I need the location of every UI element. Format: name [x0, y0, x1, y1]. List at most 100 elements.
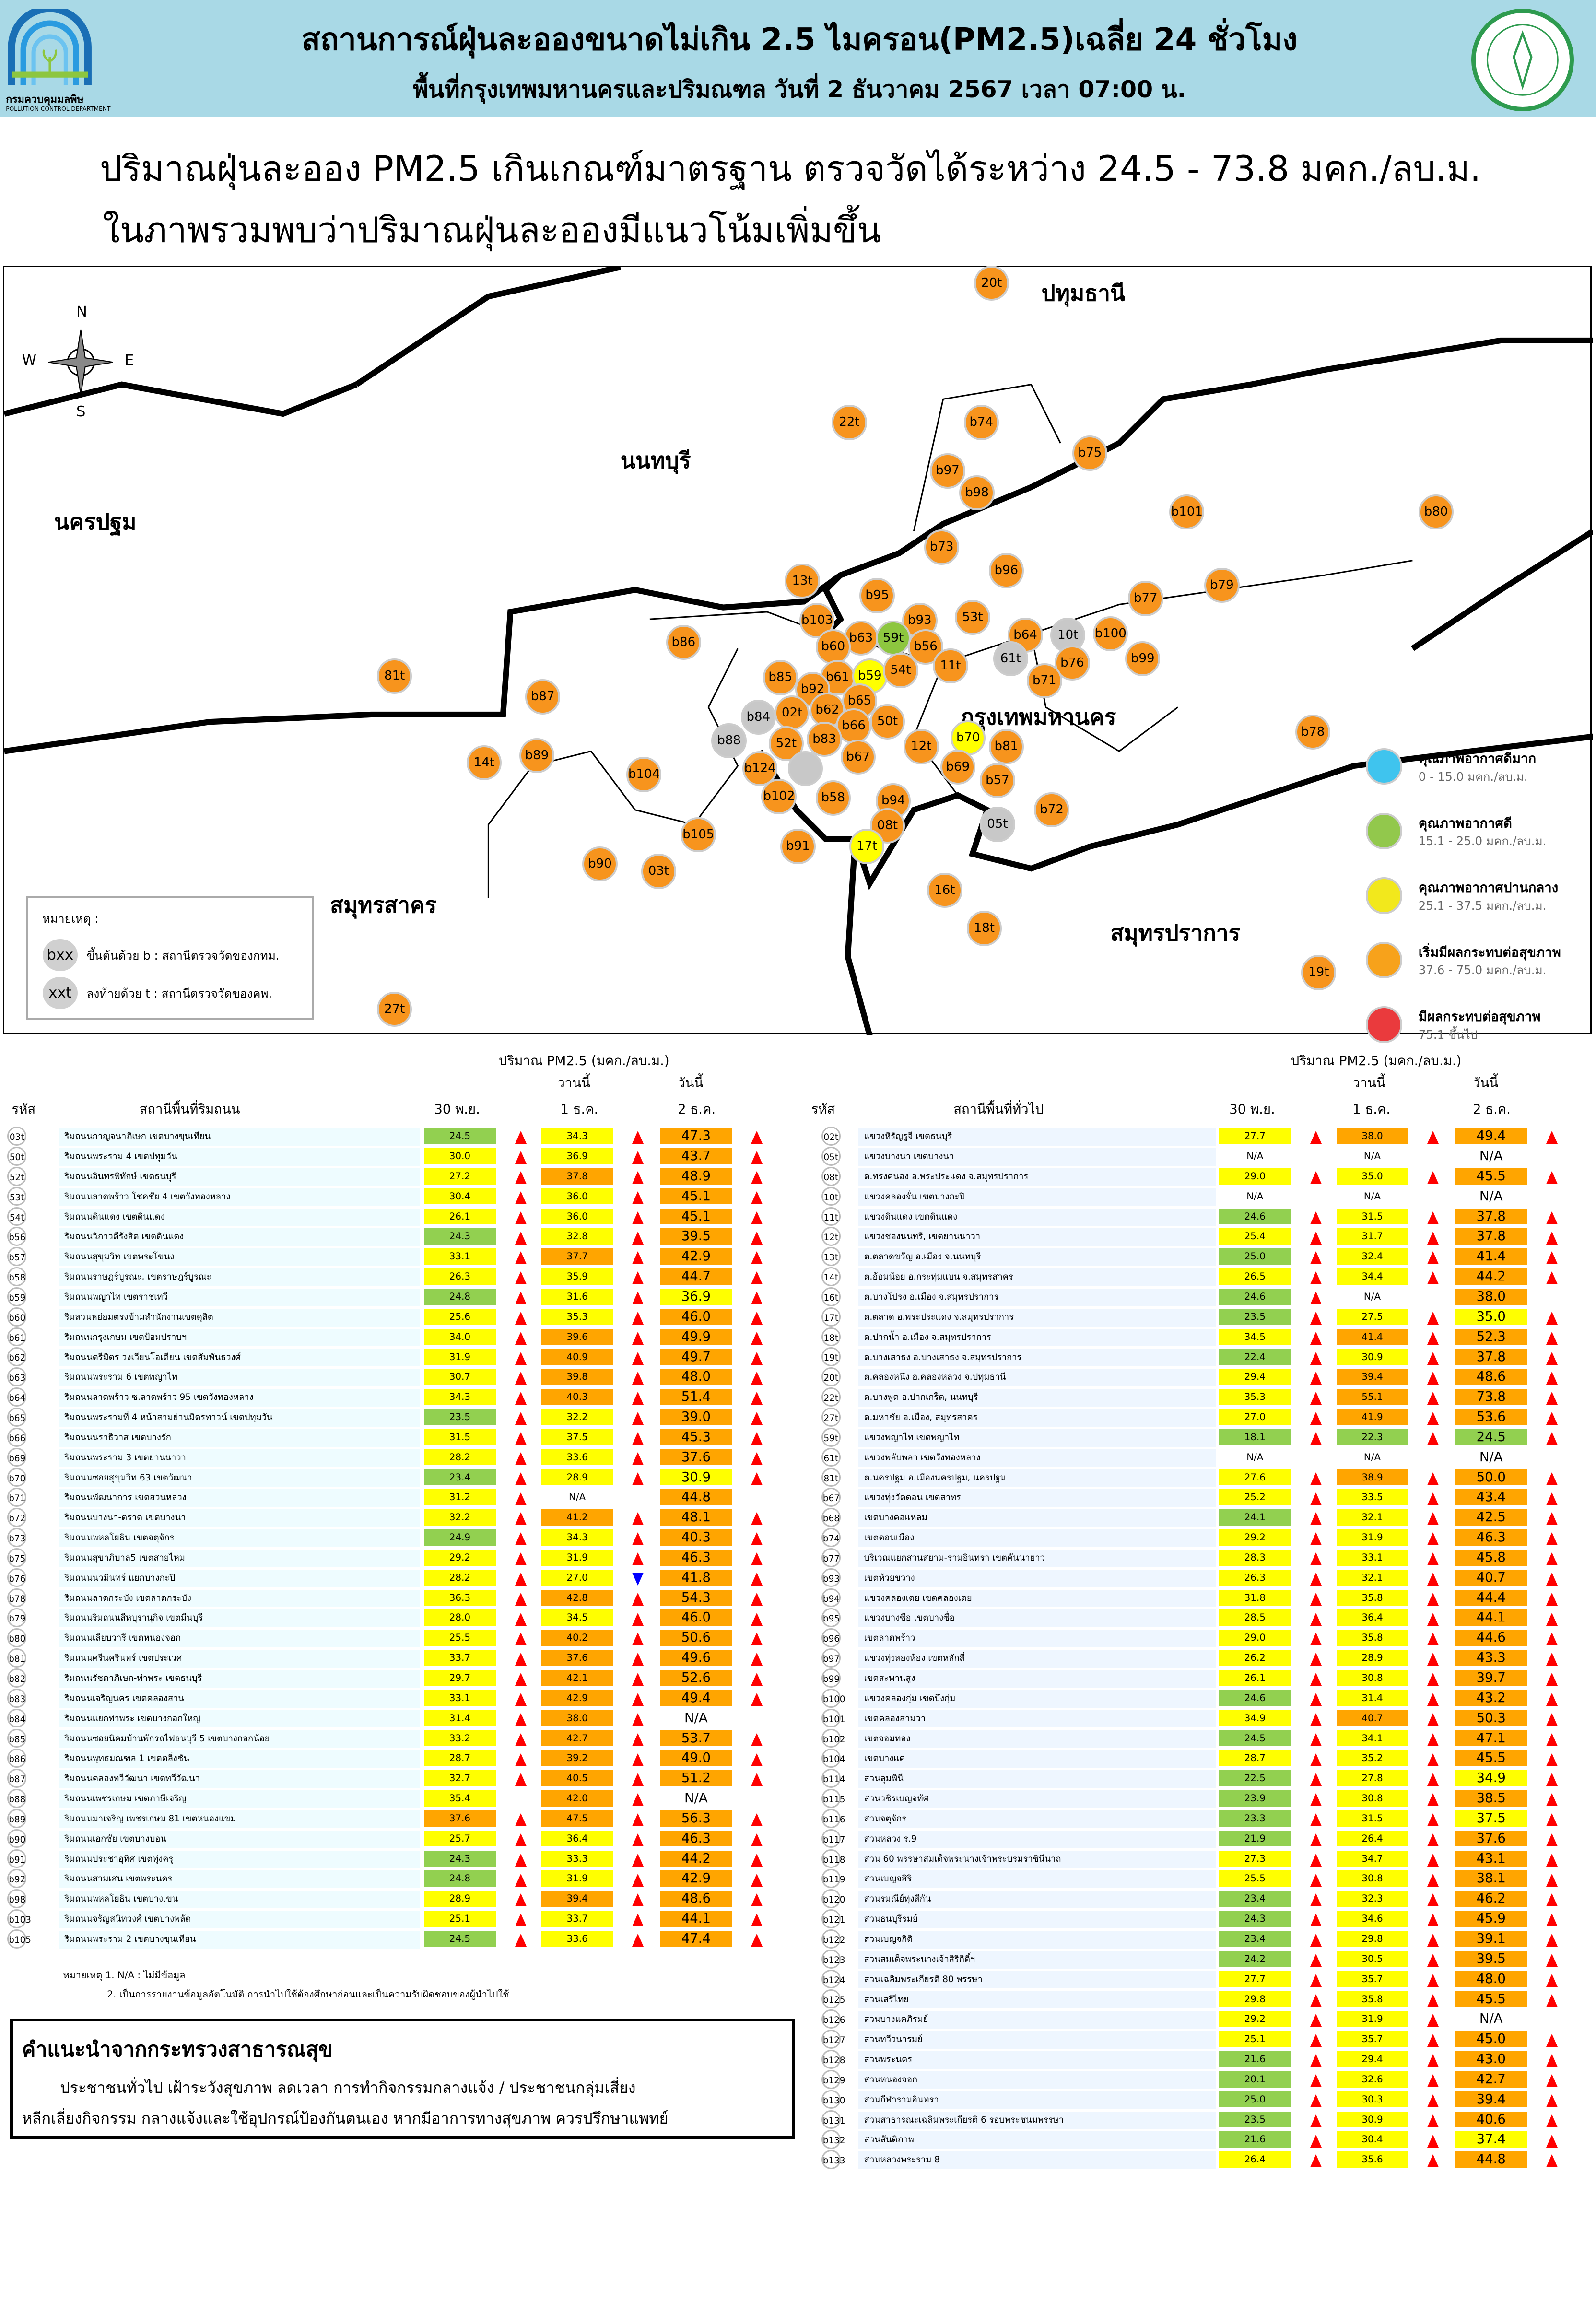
- station-code: b100: [821, 1688, 845, 1708]
- station-marker[interactable]: b89: [519, 738, 555, 773]
- station-marker[interactable]: 27t: [377, 991, 412, 1027]
- station-marker[interactable]: b104: [626, 757, 662, 792]
- station-marker[interactable]: 59t: [876, 620, 911, 656]
- station-marker[interactable]: b60: [815, 629, 851, 665]
- station-name: สวนบางแคภิรมย์: [858, 2011, 1216, 2029]
- station-marker[interactable]: 17t: [849, 829, 885, 864]
- pm25-value-dec2: 48.9: [660, 1168, 732, 1185]
- pm25-value-nov30: 25.5: [423, 1630, 496, 1646]
- station-marker[interactable]: b90: [582, 846, 618, 882]
- station-marker[interactable]: 11t: [933, 648, 968, 684]
- trend-up-icon: [515, 1372, 527, 1385]
- pm25-value-dec2: 39.4: [1455, 2091, 1527, 2108]
- station-marker[interactable]: 53t: [955, 599, 990, 635]
- station-marker[interactable]: 13t: [785, 563, 820, 599]
- station-name: ต.คลองหนึ่ง อ.คลองหลวง จ.ปทุมธานี: [858, 1369, 1216, 1387]
- station-name: ริมถนนนวมินทร์ แยกบางกะปิ: [59, 1569, 420, 1587]
- station-marker[interactable]: b78: [1295, 714, 1331, 750]
- trend-up-icon: [1310, 1974, 1322, 1987]
- pm25-value-dec1: 30.8: [1336, 1870, 1408, 1887]
- pm25-value-nov30: 29.0: [1219, 1630, 1291, 1646]
- station-marker[interactable]: 02t: [774, 695, 810, 731]
- station-marker[interactable]: b81: [988, 729, 1024, 764]
- station-marker[interactable]: b85: [763, 660, 798, 695]
- station-marker[interactable]: 54t: [883, 653, 918, 688]
- station-marker[interactable]: b97: [930, 453, 965, 489]
- station-marker[interactable]: b79: [1204, 567, 1240, 603]
- station-marker[interactable]: 08t: [869, 808, 905, 844]
- station-marker[interactable]: b102: [761, 779, 797, 814]
- station-marker[interactable]: 05t: [980, 807, 1015, 842]
- trend-up-icon: [1427, 1332, 1439, 1345]
- station-marker[interactable]: 03t: [641, 854, 677, 889]
- station-marker[interactable]: b83: [807, 721, 842, 757]
- station-marker[interactable]: b75: [1072, 435, 1108, 471]
- station-marker[interactable]: b80: [1418, 494, 1454, 530]
- trend-up-icon: [1546, 1312, 1558, 1325]
- station-marker[interactable]: [787, 751, 823, 787]
- station-marker[interactable]: 16t: [927, 872, 962, 908]
- station-marker[interactable]: b96: [988, 553, 1024, 588]
- station-marker[interactable]: b69: [940, 749, 976, 785]
- station-marker[interactable]: b99: [1125, 641, 1161, 677]
- station-marker[interactable]: b57: [980, 763, 1015, 798]
- station-marker[interactable]: b100: [1092, 616, 1128, 652]
- station-marker[interactable]: b74: [963, 405, 999, 440]
- station-marker[interactable]: 18t: [966, 911, 1002, 946]
- station-name: แขวงช่องนนทรี, เขตยานนาวา: [858, 1228, 1216, 1246]
- station-marker[interactable]: b66: [836, 708, 871, 744]
- station-marker[interactable]: 14t: [466, 745, 502, 781]
- pm25-value-dec2: 42.5: [1455, 1509, 1527, 1526]
- pm25-value-dec1: 33.5: [1336, 1489, 1408, 1506]
- pm25-value-dec2: 48.0: [660, 1369, 732, 1385]
- station-marker[interactable]: b88: [711, 723, 747, 759]
- station-name: ริมถนนตรีมิตร วงเวียนโอเดียน เขตสัมพันธว…: [59, 1349, 420, 1367]
- station-marker[interactable]: 12t: [904, 729, 939, 764]
- station-code: b68: [821, 1508, 841, 1527]
- station-marker[interactable]: b95: [859, 578, 895, 613]
- station-marker[interactable]: 20t: [974, 265, 1009, 301]
- station-marker[interactable]: 52t: [768, 726, 804, 762]
- station-marker[interactable]: b84: [740, 699, 776, 735]
- pm25-value-dec2: 49.4: [660, 1690, 732, 1706]
- pm25-value-dec2: 38.1: [1455, 1870, 1527, 1887]
- station-marker[interactable]: b91: [780, 829, 816, 864]
- pm25-value-dec1: 32.8: [541, 1228, 613, 1245]
- station-marker[interactable]: 81t: [377, 658, 412, 694]
- trend-up-icon: [1427, 1171, 1439, 1184]
- station-marker[interactable]: b77: [1128, 581, 1163, 616]
- station-marker[interactable]: b105: [681, 817, 716, 853]
- trend-up-icon: [632, 1271, 644, 1285]
- trend-up-icon: [515, 1512, 527, 1526]
- station-marker[interactable]: 50t: [869, 704, 905, 740]
- map-note-box: หมายเหตุ : bxx ขึ้นต้นด้วย b : สถานีตรวจ…: [26, 896, 314, 1020]
- pm25-value-nov30: 24.8: [423, 1288, 496, 1305]
- logo-text-th: กรมควบคุมมลพิษ: [6, 93, 84, 106]
- station-marker[interactable]: 22t: [832, 405, 867, 440]
- station-marker[interactable]: b73: [924, 529, 960, 565]
- trend-up-icon: [1427, 1974, 1439, 1987]
- pm25-value-dec1: 30.5: [1336, 1950, 1408, 1967]
- pm25-value-nov30: 25.1: [1219, 2031, 1291, 2047]
- unit-header: ปริมาณ PM2.5 (มคก./ลบ.ม.): [1291, 1053, 1462, 1069]
- station-marker[interactable]: b71: [1027, 663, 1062, 698]
- station-marker[interactable]: b87: [525, 679, 561, 715]
- province-label: ปทุมธานี: [1041, 280, 1126, 306]
- station-name: ต.นครปฐม อ.เมืองนครปฐม, นครปฐม: [858, 1469, 1216, 1487]
- station-marker[interactable]: b58: [815, 780, 851, 816]
- station-marker[interactable]: 10t: [1050, 617, 1086, 653]
- station-marker[interactable]: b101: [1169, 494, 1205, 530]
- station-marker[interactable]: b98: [959, 475, 995, 511]
- trend-up-icon: [515, 1693, 527, 1706]
- station-marker[interactable]: b86: [666, 624, 702, 660]
- station-marker[interactable]: b67: [840, 739, 876, 775]
- station-code: b85: [7, 1728, 27, 1748]
- pm25-value-dec1: 32.4: [1336, 1248, 1408, 1265]
- pm25-value-dec2: 37.8: [1455, 1208, 1527, 1225]
- station-marker[interactable]: b72: [1034, 792, 1069, 828]
- station-marker[interactable]: 19t: [1301, 955, 1337, 990]
- station-marker[interactable]: 61t: [993, 641, 1029, 677]
- trend-up-icon: [515, 1492, 527, 1505]
- trend-up-icon: [1546, 1271, 1558, 1285]
- station-marker[interactable]: b124: [742, 751, 778, 787]
